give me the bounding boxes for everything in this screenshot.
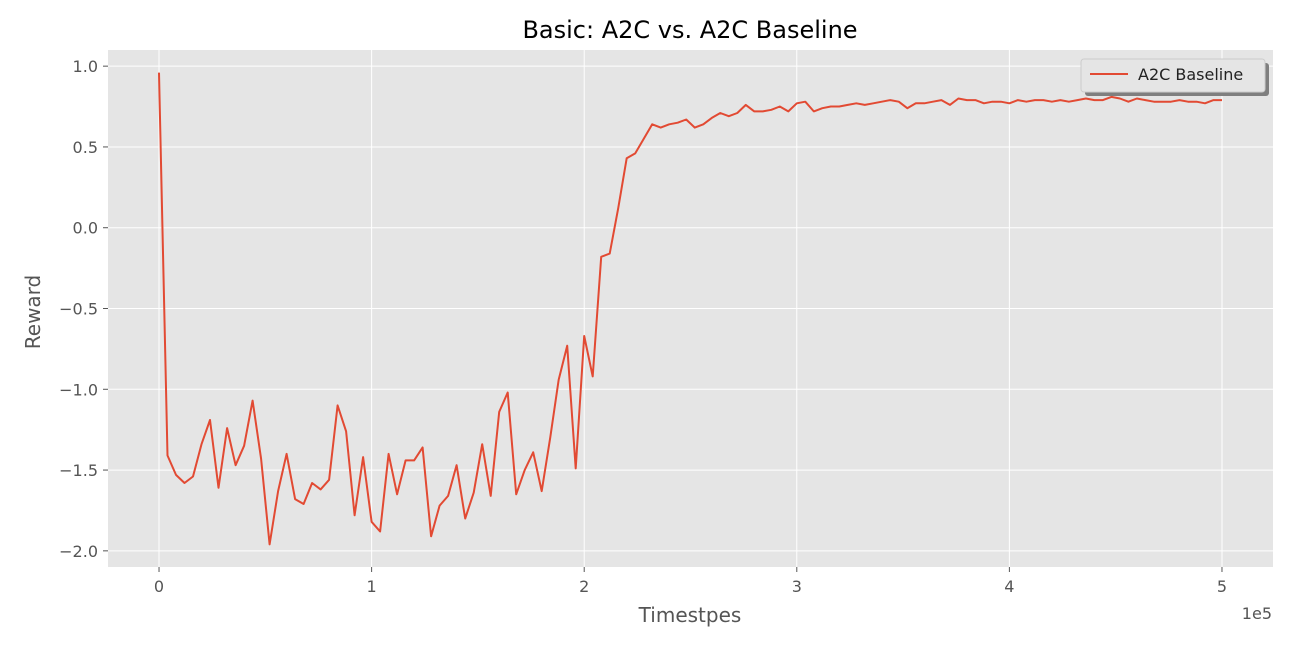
y-tick-label: −2.0 (59, 542, 98, 561)
x-tick-label: 5 (1217, 577, 1227, 596)
legend: A2C Baseline (1080, 58, 1269, 96)
legend-label-a2c-baseline: A2C Baseline (1138, 65, 1243, 84)
y-tick-label: −1.0 (59, 380, 98, 399)
y-tick-label: 0.0 (73, 219, 98, 238)
y-axis-label: Reward (21, 275, 45, 349)
y-tick-label: 0.5 (73, 138, 98, 157)
axis-ticks: 0 1 2 3 4 5 −2.0 −1.5 −1.0 −0.5 0.0 0.5 1.0 (59, 57, 1227, 596)
x-tick-label: 3 (792, 577, 802, 596)
x-axis-offset-label: 1e5 (1242, 604, 1272, 623)
grid-lines (108, 50, 1273, 567)
series-group (158, 72, 1222, 546)
y-tick-label: −1.5 (59, 461, 98, 480)
x-tick-label: 4 (1004, 577, 1014, 596)
x-tick-label: 1 (367, 577, 377, 596)
series-line-a2c-baseline (158, 72, 1222, 546)
chart-title: Basic: A2C vs. A2C Baseline (522, 16, 857, 44)
y-tick-label: −0.5 (59, 300, 98, 319)
x-axis-label: Timestpes (638, 603, 742, 627)
x-tick-label: 0 (154, 577, 164, 596)
x-tick-label: 2 (579, 577, 589, 596)
y-tick-label: 1.0 (73, 57, 98, 76)
legend-box (1080, 58, 1266, 93)
